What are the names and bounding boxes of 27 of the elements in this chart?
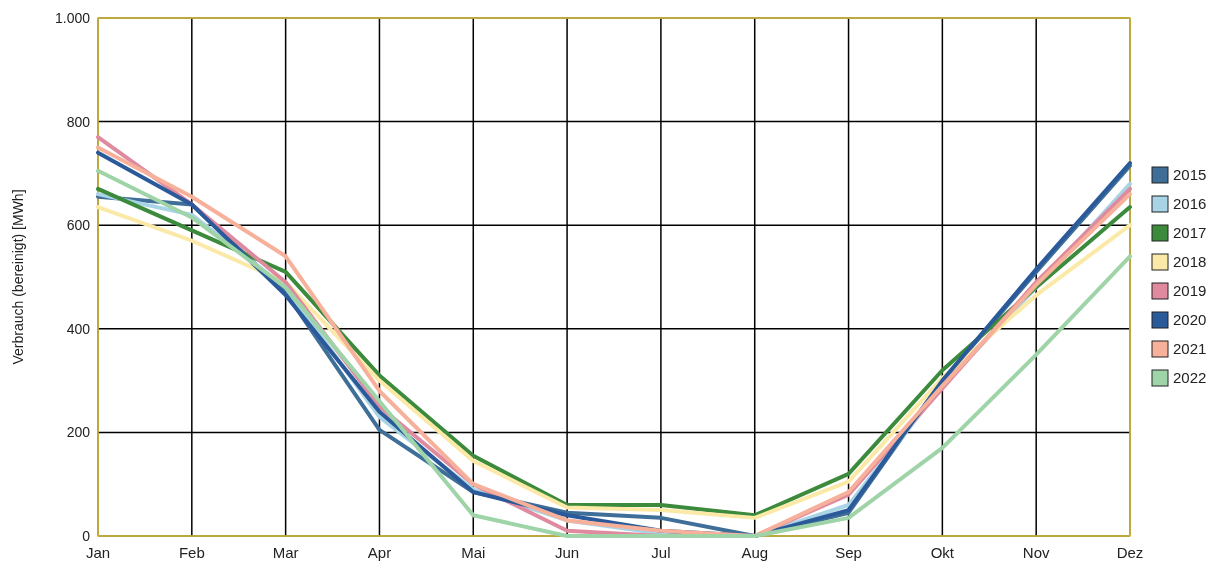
legend-label: 2015 [1173,166,1207,184]
x-tick-label: Apr [367,544,392,561]
x-tick-label: Sep [835,544,862,561]
y-tick-label: 1.000 [54,9,91,26]
y-tick-label: 600 [66,217,91,234]
x-tick-label: Aug [741,544,769,561]
legend-label: 2016 [1173,195,1207,213]
legend-label: 2022 [1173,369,1207,387]
legend-label: 2020 [1173,311,1207,329]
x-tick-label: Jun [555,544,580,561]
y-tick-label: 0 [82,527,91,544]
x-tick-label: Mar [272,544,299,561]
x-tick-label: Feb [178,544,205,561]
legend-label: 2019 [1173,282,1207,300]
legend-label: 2021 [1173,340,1207,358]
x-tick-label: Dez [1116,544,1144,561]
x-tick-label: Nov [1022,544,1051,561]
y-tick-label: 400 [66,320,91,337]
y-tick-label: 200 [66,424,91,441]
x-tick-label: Okt [930,544,955,561]
legend-label: 2017 [1173,224,1207,242]
y-tick-label: 800 [66,113,91,130]
x-tick-label: Jul [651,544,671,561]
x-tick-label: Jan [85,544,111,561]
x-tick-label: Mai [461,544,486,561]
legend-label: 2018 [1173,253,1207,271]
y-axis-title: Verbrauch (bereinigt) [MWh] [10,189,26,365]
